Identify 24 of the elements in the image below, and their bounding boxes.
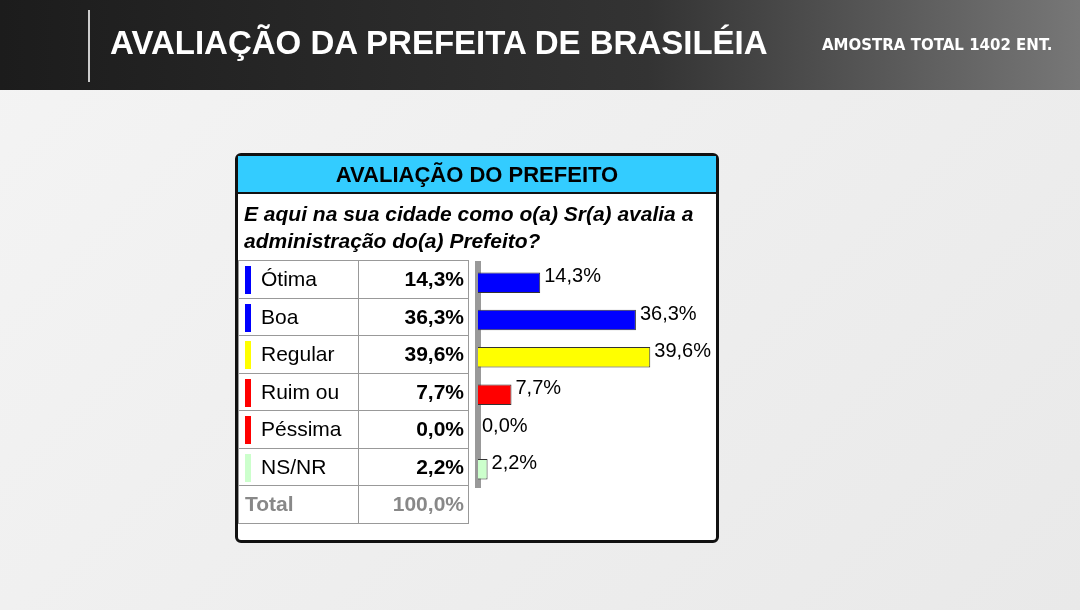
data-label: 0,0% <box>358 410 469 448</box>
text: E aqui na sua cidade como o(a) Sr(a) avalia a administração do(a) Prefeito? <box>244 201 695 254</box>
text: 14,3% <box>544 264 601 287</box>
data-label: 7,7% <box>358 373 469 411</box>
text: AVALIAÇÃO DO PREFEITO <box>238 156 716 194</box>
text: AMOSTRA TOTAL 1402 ENT. <box>822 36 1053 54</box>
y-tick-label: Ótima <box>238 260 359 298</box>
y-tick-label: Ruim ou <box>238 373 359 411</box>
text: 0,0% <box>482 413 528 436</box>
text: 100,0% <box>358 485 469 523</box>
data-label: 14,3% <box>358 260 469 298</box>
text: Total <box>238 485 359 523</box>
y-tick-label: NS/NR <box>238 448 359 486</box>
text: 2,2% <box>491 450 538 473</box>
data-label: 36,3% <box>358 298 469 336</box>
text: 7,7% <box>515 376 562 399</box>
text: 36,3% <box>639 301 697 324</box>
data-label: 39,6% <box>358 335 469 373</box>
text: 39,6% <box>654 338 711 361</box>
chart-title: AVALIAÇÃO DA PREFEITA DE BRASILÉIA <box>110 24 768 62</box>
y-tick-label: Boa <box>238 298 359 336</box>
y-tick-label: Regular <box>238 335 359 373</box>
data-label: 2,2% <box>358 448 469 486</box>
y-tick-label: Péssima <box>238 410 359 448</box>
